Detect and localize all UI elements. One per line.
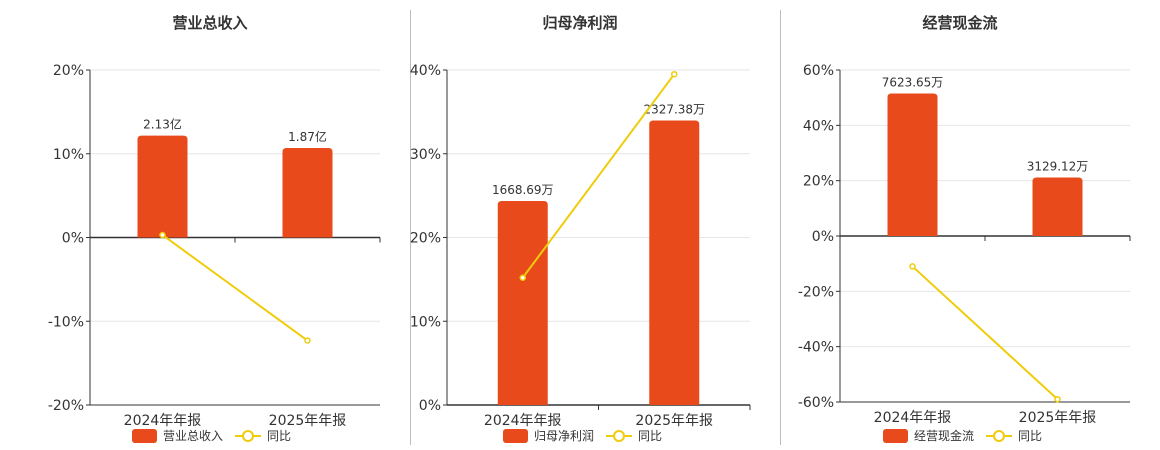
bar: [887, 93, 938, 236]
bar: [282, 148, 333, 238]
yoy-point: [519, 274, 526, 281]
x-tick-label: 2025年年报: [1019, 410, 1097, 426]
chart-title: 归母净利润: [542, 14, 617, 32]
legend-line-marker: [242, 430, 254, 442]
legend-bar-label: 营业总收入: [163, 429, 223, 443]
yoy-line: [161, 234, 309, 342]
x-tick-label: 2025年年报: [269, 413, 347, 429]
chart-panel-revenue: 营业总收入 20% 10% 0% -10% -20% 2.13亿 2024年年报 1.87亿 20…: [0, 0, 400, 450]
x-tick-label: 2025年年报: [635, 413, 713, 429]
yoy-point: [159, 231, 166, 239]
bar-data-label: 7623.65万: [882, 75, 944, 89]
bar-data-label: 3129.12万: [1027, 160, 1089, 174]
bar: [649, 120, 700, 406]
y-tick-label: 20%: [53, 63, 84, 79]
bar: [1032, 177, 1083, 236]
y-tick-label: 60%: [803, 63, 834, 79]
x-tick-label: 2024年年报: [484, 413, 562, 429]
y-tick-label: 10%: [410, 314, 441, 330]
y-tick-label: 40%: [410, 63, 441, 79]
yoy-point: [909, 263, 916, 270]
legend-bar-label: 归母净利润: [534, 429, 594, 443]
legend-line-label: 同比: [267, 429, 291, 443]
chart-revenue: 营业总收入 20% 10% 0% -10% -20% 2.13亿 2024年年报 1.87亿 20…: [48, 14, 381, 443]
divider-right: [780, 10, 781, 445]
y-tick-label: 10%: [53, 147, 84, 163]
chart-cash-flow: 经营现金流 60% 40% 20% 0% -20% -40% -60% 7623.65万 2024…: [798, 14, 1131, 443]
bar-data-label: 2.13亿: [143, 117, 182, 132]
chart-title: 经营现金流: [922, 14, 997, 32]
legend-bar-swatch: [132, 429, 157, 443]
y-tick-label: -40%: [798, 340, 834, 356]
legend-bar-label: 经营现金流: [914, 428, 974, 443]
y-tick-label: 0%: [812, 229, 834, 245]
legend-bar-swatch: [503, 429, 528, 443]
bar-data-label: 2327.38万: [643, 102, 705, 116]
y-tick-label: -60%: [798, 395, 834, 411]
bar: [137, 135, 188, 238]
y-tick-label: -10%: [48, 314, 84, 330]
y-tick-label: 40%: [803, 118, 834, 134]
y-tick-label: 0%: [419, 398, 441, 414]
yoy-point: [304, 337, 311, 344]
x-tick-label: 2024年年报: [874, 410, 952, 426]
legend-line-label: 同比: [1018, 429, 1042, 443]
y-tick-label: -20%: [48, 398, 84, 414]
chart-panel-cash-flow: 经营现金流 60% 40% 20% 0% -20% -40% -60% 7623.65万 2024…: [780, 0, 1160, 450]
divider-left: [410, 10, 411, 445]
legend-bar-swatch: [883, 429, 908, 443]
chart-title: 营业总收入: [172, 14, 247, 32]
y-tick-label: 30%: [410, 147, 441, 163]
bar-data-label: 1.87亿: [288, 129, 327, 144]
bar: [497, 200, 548, 405]
yoy-line: [521, 73, 676, 279]
legend-line-marker: [613, 430, 625, 442]
yoy-point: [671, 70, 678, 78]
x-tick-label: 2024年年报: [124, 413, 202, 429]
chart-panel-net-profit: 归母净利润 40% 30% 20% 10% 0% 1668.69万 2024年年报 2327.3…: [410, 0, 780, 450]
chart-net-profit: 归母净利润 40% 30% 20% 10% 0% 1668.69万 2024年年报 2327.3…: [410, 14, 751, 443]
yoy-line: [911, 265, 1059, 400]
legend-line-label: 同比: [638, 429, 662, 443]
y-tick-label: 0%: [62, 231, 84, 247]
legend-line-marker: [993, 430, 1005, 442]
y-tick-label: 20%: [410, 231, 441, 247]
bar-data-label: 1668.69万: [492, 183, 554, 197]
y-tick-label: -20%: [798, 284, 834, 300]
y-tick-label: 20%: [803, 174, 834, 190]
yoy-point: [1054, 395, 1061, 403]
